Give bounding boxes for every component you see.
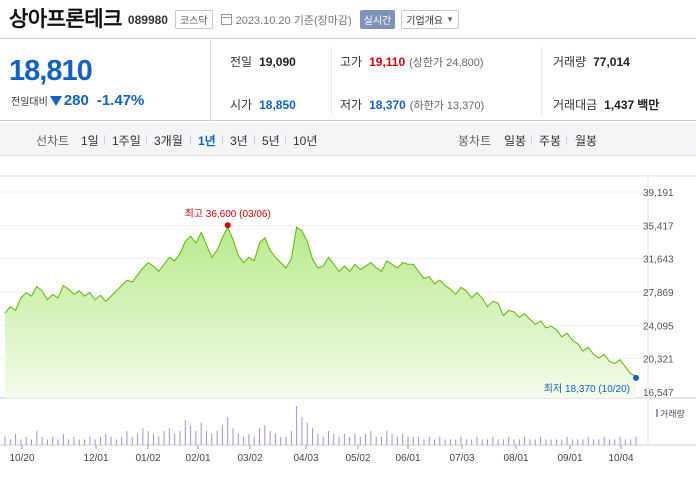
price-change: 전일대비 280 -1.47% xyxy=(11,92,144,109)
change-amount: 280 xyxy=(63,92,89,109)
company-info-dropdown[interactable]: 기업개요 ▼ xyxy=(401,10,459,29)
x-tick-label: 04/03 xyxy=(293,453,318,464)
market-badge: 코스닥 xyxy=(174,10,213,29)
x-tick-label: 07/03 xyxy=(449,453,474,464)
x-tick-label: 09/01 xyxy=(557,453,582,464)
period-3m[interactable]: 3개월 xyxy=(154,134,183,148)
line-chart-label: 선차트 xyxy=(36,134,70,148)
high-price: 고가 19,110 (상한가 24,800) xyxy=(340,55,484,69)
y-tick-label: 20,321 xyxy=(643,355,674,366)
max-point xyxy=(224,222,231,229)
change-percent: -1.47% xyxy=(96,92,145,109)
x-tick-label: 01/02 xyxy=(135,453,160,464)
x-tick-label: 02/01 xyxy=(185,453,210,464)
x-tick-label: 12/01 xyxy=(83,453,108,464)
y-tick-label: 35,417 xyxy=(643,221,674,232)
quote-date: 2023.10.20 기준(장마감) xyxy=(235,14,352,27)
volume: 거래량 77,014 xyxy=(553,55,630,69)
down-arrow-icon xyxy=(49,95,62,106)
y-tick-label: 24,095 xyxy=(643,321,674,332)
y-tick-label: 31,643 xyxy=(643,255,674,266)
stock-header: 상아프론테크 089980 코스닥 2023.10.20 기준(장마감) 실시간… xyxy=(0,0,696,36)
y-tick-label: 16,547 xyxy=(643,388,674,399)
stock-name: 상아프론테크 xyxy=(9,8,122,31)
period-1y[interactable]: 1년 xyxy=(198,134,216,148)
open-price: 시가 18,850 xyxy=(230,98,296,112)
volume-legend: 거래량 xyxy=(660,408,685,419)
x-tick-label: 10/04 xyxy=(608,453,633,464)
stock-code: 089980 xyxy=(127,13,168,27)
x-tick-label: 05/02 xyxy=(345,453,370,464)
price-chart: 39,191 35,417 31,643 27,869 24,095 20,321 16,5… xyxy=(0,156,696,478)
x-tick-label: 03/02 xyxy=(237,453,262,464)
prev-close: 전일 19,090 xyxy=(230,55,296,69)
y-tick-label: 27,869 xyxy=(643,288,674,299)
period-1d[interactable]: 1일 xyxy=(81,134,99,148)
current-price: 18,810 xyxy=(9,55,93,87)
candle-weekly[interactable]: 주봉 xyxy=(539,134,562,148)
candle-chart-label: 봉차트 xyxy=(458,134,492,148)
period-5y[interactable]: 5년 xyxy=(262,134,280,148)
period-1w[interactable]: 1주일 xyxy=(112,134,141,148)
volume-legend-swatch xyxy=(656,409,658,417)
chart-period-bar: 선차트 1일 1주일 3개월 1년 3년 5년 10년 봉차트 일봉 주봉 월봉 xyxy=(0,123,696,156)
y-tick-label: 39,191 xyxy=(643,188,674,199)
period-3y[interactable]: 3년 xyxy=(230,134,248,148)
x-tick-label: 10/20 xyxy=(9,453,34,464)
low-price: 저가 18,370 (하한가 13,370) xyxy=(340,98,485,112)
quote-panel: 18,810 전일대비 280 -1.47% 전일 19,090 시가 18,8… xyxy=(0,38,696,121)
candle-monthly[interactable]: 월봉 xyxy=(575,134,598,148)
x-tick-label: 08/01 xyxy=(503,453,528,464)
company-info-label: 기업개요 xyxy=(406,16,444,27)
price-chart-svg: 39,191 35,417 31,643 27,869 24,095 20,321 16,5… xyxy=(0,175,696,464)
calendar-icon xyxy=(220,14,232,25)
min-label: 최저 18,370 (10/20) xyxy=(544,383,630,395)
trade-amount: 거래대금 1,437 백만 xyxy=(553,98,660,112)
realtime-button[interactable]: 실시간 xyxy=(359,10,396,29)
current-price-box: 18,810 전일대비 280 -1.47% xyxy=(0,39,211,121)
price-line xyxy=(4,226,637,377)
price-area xyxy=(5,227,636,398)
period-10y[interactable]: 10년 xyxy=(293,134,318,148)
x-tick-label: 06/01 xyxy=(395,453,420,464)
chevron-down-icon: ▼ xyxy=(446,15,454,24)
change-label: 전일대비 xyxy=(11,97,48,108)
candle-daily[interactable]: 일봉 xyxy=(504,134,527,148)
max-label: 최고 36,600 (03/06) xyxy=(185,208,271,220)
min-point xyxy=(633,374,639,381)
